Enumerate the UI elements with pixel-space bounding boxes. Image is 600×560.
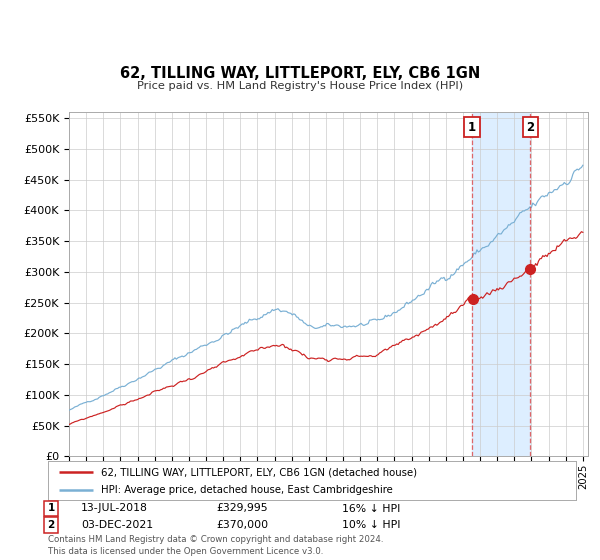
Text: Contains HM Land Registry data © Crown copyright and database right 2024.
This d: Contains HM Land Registry data © Crown c…	[48, 535, 383, 556]
Text: 62, TILLING WAY, LITTLEPORT, ELY, CB6 1GN: 62, TILLING WAY, LITTLEPORT, ELY, CB6 1G…	[120, 66, 480, 81]
Text: 62, TILLING WAY, LITTLEPORT, ELY, CB6 1GN (detached house): 62, TILLING WAY, LITTLEPORT, ELY, CB6 1G…	[101, 467, 417, 477]
Text: 1: 1	[47, 503, 55, 514]
Text: £329,995: £329,995	[216, 503, 268, 514]
Text: £370,000: £370,000	[216, 520, 268, 530]
Text: 2: 2	[47, 520, 55, 530]
Text: 13-JUL-2018: 13-JUL-2018	[81, 503, 148, 514]
Text: 03-DEC-2021: 03-DEC-2021	[81, 520, 153, 530]
Text: HPI: Average price, detached house, East Cambridgeshire: HPI: Average price, detached house, East…	[101, 486, 392, 496]
Text: 1: 1	[468, 121, 476, 134]
Text: Price paid vs. HM Land Registry's House Price Index (HPI): Price paid vs. HM Land Registry's House …	[137, 81, 463, 91]
Text: 10% ↓ HPI: 10% ↓ HPI	[342, 520, 401, 530]
Text: 2: 2	[526, 121, 534, 134]
Bar	[472, 112, 530, 456]
Text: 16% ↓ HPI: 16% ↓ HPI	[342, 503, 400, 514]
